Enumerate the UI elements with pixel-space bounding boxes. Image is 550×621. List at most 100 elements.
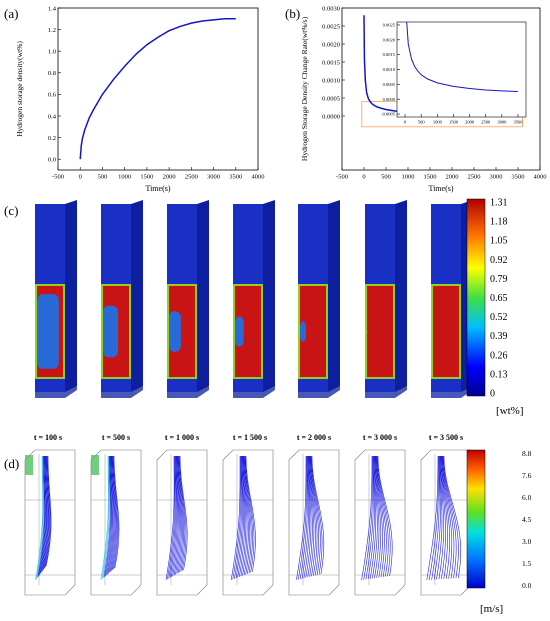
chart-b-inset-ytick-label: -0.0005 xyxy=(381,112,396,117)
streamline xyxy=(442,455,455,579)
chart-a-xtick-label: 500 xyxy=(98,174,108,181)
chart-a-ytick-label: 0.6 xyxy=(48,92,57,99)
tank-6 xyxy=(365,200,407,398)
colorbar-c-bar xyxy=(466,198,486,397)
time-label: t = 100 s xyxy=(34,433,62,442)
chart-b-xtick-label: 3000 xyxy=(490,174,503,181)
chart-b-ytick-label: 0.0025 xyxy=(322,23,340,30)
streamline xyxy=(106,455,114,575)
chart-b-ytick-label: 0.0015 xyxy=(322,59,340,66)
streamline xyxy=(242,455,248,576)
panel-d-flows xyxy=(24,449,472,596)
chart-b-xtick-label: 2500 xyxy=(468,174,481,181)
tank-base xyxy=(101,386,143,398)
tank-5 xyxy=(298,200,340,398)
colorbar-c-tick-label: 1.18 xyxy=(490,217,508,228)
colorbar-d-tick-label: 1.5 xyxy=(522,559,532,568)
chart-b-ytick-label: 0.0000 xyxy=(322,113,340,120)
streamline xyxy=(232,455,242,580)
colorbar-c-tick-label: 0.26 xyxy=(490,350,508,361)
flow-diagram-1 xyxy=(24,449,76,596)
streamline xyxy=(243,455,249,576)
tank-unsaturated-core xyxy=(169,311,181,352)
tank-base xyxy=(35,386,77,398)
streamline xyxy=(42,455,49,571)
streamline xyxy=(440,455,448,579)
streamline xyxy=(44,455,51,568)
colorbar-c-tick-label: 0 xyxy=(490,389,495,400)
tank-base xyxy=(431,386,473,398)
panel-label-d: (d) xyxy=(4,456,19,471)
colorbar-c-tick-label: 0.79 xyxy=(490,274,508,285)
chart-a-xtick-label: 0 xyxy=(79,174,82,181)
chart-b-xtick-label: 4000 xyxy=(534,174,547,181)
streamline xyxy=(377,455,391,577)
colorbar-d-tick-label: 0.0 xyxy=(522,581,532,590)
colorbar-c-tick-label: 1.05 xyxy=(490,236,508,247)
chart-a-frame xyxy=(57,7,259,171)
colorbar-d-tick-label: 3.0 xyxy=(522,537,532,546)
streamline xyxy=(167,455,176,580)
streamline xyxy=(310,455,321,575)
chart-b-inset-ytick-label: 0.0000 xyxy=(383,97,396,102)
streamline xyxy=(296,455,307,581)
flow-tank-outline xyxy=(222,449,274,596)
chart-b-inset-xtick-label: 500 xyxy=(418,120,426,125)
streamline xyxy=(309,455,318,576)
streamline xyxy=(45,455,52,567)
chart-b-inset-ytick-label: 0.0015 xyxy=(383,52,396,57)
colorbar-c-tick-label: 0.65 xyxy=(490,293,508,304)
flow-diagram-5 xyxy=(288,449,340,596)
colorbar-d-tick-label: 8.8 xyxy=(522,449,532,458)
streamline xyxy=(303,455,310,579)
chart-b-xtick-label: 3500 xyxy=(512,174,525,181)
chart-a-ytick-label: 0.2 xyxy=(48,135,56,142)
streamline xyxy=(310,455,320,576)
tank-side-face xyxy=(131,200,143,394)
panel-label-b: (b) xyxy=(285,6,300,21)
streamline xyxy=(103,455,111,578)
chart-b-inset-series-line xyxy=(406,21,518,92)
streamline xyxy=(113,455,120,569)
colorbar-d-bar xyxy=(466,449,486,589)
tank-side-face xyxy=(65,200,77,394)
tank-1 xyxy=(35,200,77,398)
tank-unsaturated-core xyxy=(300,321,306,342)
streamline xyxy=(375,455,383,578)
streamline xyxy=(441,455,453,579)
streamline xyxy=(307,455,313,578)
tank-base xyxy=(365,386,407,398)
chart-b-inset-ytick-label: 0.0020 xyxy=(383,37,396,42)
chart-b-inset-xtick-label: 0 xyxy=(404,120,407,125)
colorbar-d-tick-label: 4.5 xyxy=(522,515,532,524)
chart-b-inset-xtick-label: 3500 xyxy=(513,120,523,125)
streamline xyxy=(113,455,119,569)
streamline xyxy=(361,455,373,581)
chart-b-inset-xtick-label: 2500 xyxy=(481,120,491,125)
streamline xyxy=(37,455,45,577)
chart-b-inset-xtick-label: 2000 xyxy=(465,120,475,125)
streamline xyxy=(244,455,253,574)
chart-b-xtick-label: 1000 xyxy=(402,174,415,181)
chart-a: -500 0 500 1000 1500 2000 2500 3000 3500 4000 0.0 0… xyxy=(15,5,265,193)
colorbar-c-tick-label: 0.39 xyxy=(490,331,508,342)
tank-side-face xyxy=(328,200,340,394)
streamline xyxy=(369,455,377,579)
chart-b-ytick-label: 0.0010 xyxy=(322,77,340,84)
streamline xyxy=(175,455,181,575)
flow-diagram-6 xyxy=(354,449,406,596)
flow-tank-outline xyxy=(24,449,76,596)
colorbar-c-ticks: 1.31 1.18 1.05 0.92 0.79 0.65 0.52 0.39 0.26 0.13… xyxy=(490,198,508,400)
streamline xyxy=(230,455,241,581)
chart-b-frame xyxy=(341,7,541,171)
streamline xyxy=(244,455,252,574)
colorbar-c-tick-label: 0.92 xyxy=(490,255,508,266)
time-label: t = 3 500 s xyxy=(429,433,463,442)
flow-diagram-4 xyxy=(222,449,274,596)
chart-b-inset-ytick-label: 0.0025 xyxy=(383,23,396,28)
flow-tank-outline xyxy=(288,449,340,596)
colorbar-d-ticks: 8.8 7.6 6.0 4.5 3.0 1.5 0.0 xyxy=(522,449,532,590)
streamline xyxy=(440,455,446,580)
chart-a-xtick-label: -500 xyxy=(52,174,64,181)
colorbar-c-tick-label: 0.52 xyxy=(490,312,508,323)
